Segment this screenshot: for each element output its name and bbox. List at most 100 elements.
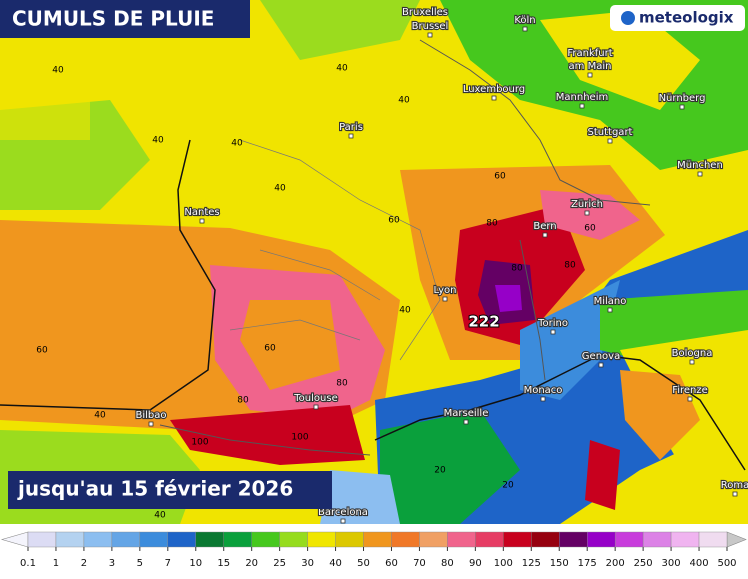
contour-label: 40: [399, 306, 411, 316]
legend-swatch: [391, 531, 420, 548]
contour-label: 80: [237, 396, 249, 406]
contour-label: 60: [388, 216, 400, 226]
city-label: Marseille: [444, 408, 489, 419]
legend-label: 175: [578, 558, 597, 569]
city-label: Milano: [594, 296, 627, 307]
legend-swatch: [139, 531, 168, 548]
city-dot: [587, 72, 593, 78]
city-label: Lyon: [433, 285, 456, 296]
city-dot: [540, 396, 546, 402]
legend-swatch: [419, 531, 448, 548]
city-dot: [689, 359, 695, 365]
legend-label: 10: [189, 558, 202, 569]
legend-label: 80: [441, 558, 454, 569]
contour-label: 60: [36, 346, 48, 356]
legend-label: 20: [245, 558, 258, 569]
city-label: Brussel: [412, 21, 449, 32]
logo-box: [610, 5, 745, 31]
map-labels: Bruxelles Brussel Köln Frankfurt am Main Luxe…: [36, 6, 748, 524]
city-label: Bruxelles: [402, 7, 448, 18]
city-dot: [199, 218, 205, 224]
contour-label: 40: [274, 184, 286, 194]
legend-swatch: [223, 531, 252, 548]
contour-label: 80: [336, 379, 348, 389]
legend-label: 30: [301, 558, 314, 569]
city-dot: [550, 329, 556, 335]
city-dot: [491, 95, 497, 101]
legend-swatch: [111, 531, 141, 548]
city-label: Köln: [514, 15, 535, 26]
legend-swatch: [363, 531, 392, 548]
city-dot: [679, 104, 685, 110]
city-dot: [697, 171, 703, 177]
legend-label: 400: [689, 558, 708, 569]
contour-label: 40: [152, 136, 164, 146]
city-label: Genova: [582, 351, 620, 362]
city-label: Frankfurt: [567, 48, 612, 59]
city-dot: [598, 362, 604, 368]
legend-swatch: [587, 531, 616, 548]
city-label: Torino: [537, 318, 568, 329]
legend-label: 100: [494, 558, 513, 569]
peak-label: 222: [468, 313, 499, 331]
legend-swatch: [447, 531, 476, 548]
legend-label: 15: [217, 558, 230, 569]
city-label: Stuttgart: [588, 127, 633, 138]
city-dot: [427, 32, 433, 38]
legend-label: 3: [109, 558, 115, 569]
city-label: Bern: [533, 221, 556, 232]
legend-swatch: [167, 531, 196, 548]
city-dot: [442, 296, 448, 302]
city-dot: [542, 232, 548, 238]
title-box: [0, 0, 250, 38]
city-dot: [607, 307, 613, 313]
city-dot: [732, 491, 738, 497]
legend-label: 70: [413, 558, 426, 569]
legend-label: 0.1: [20, 558, 36, 569]
contour-label: 80: [564, 261, 576, 271]
legend-label: 25: [273, 558, 286, 569]
city-label: Firenze: [672, 385, 708, 396]
map-lines: [0, 39, 746, 471]
legend-swatch: [335, 531, 364, 548]
legend-swatch: [670, 531, 700, 548]
contour-label: 60: [584, 224, 596, 234]
legend-swatch: [642, 531, 672, 548]
legend-swatch: [475, 531, 504, 548]
city-label: Barcelona: [318, 507, 368, 518]
city-dot: [584, 210, 590, 216]
legend-label: 300: [662, 558, 681, 569]
city-label: Nürnberg: [659, 93, 706, 104]
contour-label: 40: [154, 511, 166, 521]
legend-label: 2: [81, 558, 87, 569]
city-label: Mannheim: [556, 92, 608, 103]
legend-swatch: [55, 531, 85, 548]
city-dot: [148, 421, 154, 427]
city-dot: [607, 138, 613, 144]
legend-swatch: [251, 531, 280, 548]
contour-label: 40: [231, 139, 243, 149]
brand: meteologix: [639, 9, 734, 27]
legend-label: 50: [357, 558, 370, 569]
legend-swatch: [698, 531, 728, 548]
legend-swatch: [279, 531, 308, 548]
city-dot: [313, 404, 319, 410]
city-label: am Main: [569, 61, 612, 72]
city-dot: [348, 133, 354, 139]
contour-label: 40: [52, 66, 64, 76]
city-label: Luxembourg: [463, 84, 525, 95]
logo-icon: [621, 11, 635, 25]
city-label: Nantes: [184, 207, 219, 218]
legend-swatch: [503, 531, 532, 548]
legend-label: 40: [329, 558, 342, 569]
legend-swatch: [195, 531, 224, 548]
legend-label: 250: [634, 558, 653, 569]
contour-label: 20: [502, 481, 514, 491]
contour-label: 40: [336, 64, 348, 74]
contour-label: 40: [398, 96, 410, 106]
city-label: Bologna: [672, 348, 713, 359]
legend-swatch: [307, 531, 336, 548]
subtitle-box: [8, 471, 332, 509]
city-label: Zürich: [571, 199, 603, 210]
